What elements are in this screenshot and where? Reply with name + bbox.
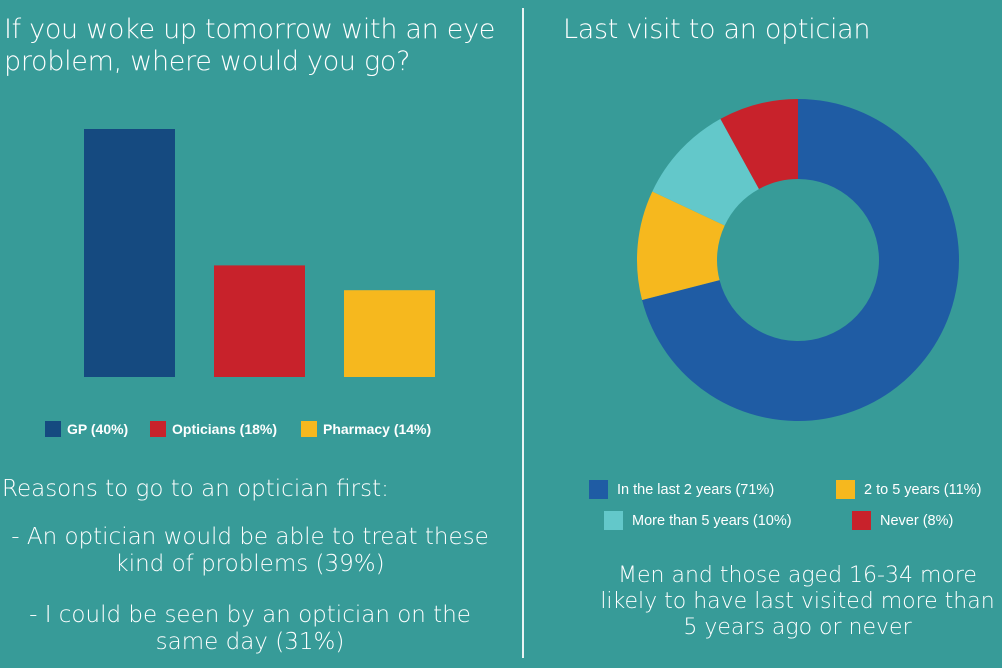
reason-item: - An optician would be able to treat the… <box>11 524 489 577</box>
legend-swatch-gp <box>45 421 61 437</box>
bar-gp <box>84 129 175 377</box>
legend-item-pharmacy: Pharmacy (14%) <box>301 421 431 437</box>
bar-pharmacy <box>344 290 435 377</box>
note-text: Men and those aged 16-34 more likely to … <box>600 563 995 640</box>
bar-chart <box>84 129 435 377</box>
legend-item-gp: GP (40%) <box>45 421 128 437</box>
legend-label-last-2-years: In the last 2 years (71%) <box>617 481 775 498</box>
legend-label-2-to-5-years: 2 to 5 years (11%) <box>864 481 982 498</box>
donut-slice-in-the-last-2-years <box>642 99 959 421</box>
donut-slice-2-to-5-years <box>637 191 725 301</box>
reason-item: - I could be seen by an optician on the … <box>29 602 471 655</box>
legend-swatch-more-than-5-years <box>604 511 623 530</box>
legend-item-more-than-5-years: More than 5 years (10%) <box>604 511 792 530</box>
legend-label-more-than-5-years: More than 5 years (10%) <box>632 512 792 529</box>
legend-label-opticians: Opticians (18%) <box>172 421 278 437</box>
legend-swatch-2-to-5-years <box>836 480 855 499</box>
legend-item-last-2-years: In the last 2 years (71%) <box>589 480 774 499</box>
bar-chart-title: If you woke up tomorrow with an eye prob… <box>4 14 496 77</box>
bar-opticians <box>214 265 305 377</box>
legend-label-pharmacy: Pharmacy (14%) <box>323 421 432 437</box>
legend-swatch-pharmacy <box>301 421 317 437</box>
donut-slice-more-than-5-years <box>652 118 759 226</box>
legend-item-opticians: Opticians (18%) <box>150 421 277 437</box>
donut-slice-never <box>720 99 798 190</box>
legend-label-gp: GP (40%) <box>67 421 129 437</box>
donut-chart-title: Last visit to an optician <box>563 14 871 45</box>
panel-divider <box>522 8 524 658</box>
legend-swatch-last-2-years <box>589 480 608 499</box>
donut-chart <box>637 99 959 421</box>
legend-swatch-never <box>852 511 871 530</box>
legend-item-2-to-5-years: 2 to 5 years (11%) <box>836 480 981 499</box>
legend-swatch-opticians <box>150 421 166 437</box>
legend-item-never: Never (8%) <box>852 511 953 530</box>
legend-label-never: Never (8%) <box>880 512 954 529</box>
reasons-heading: Reasons to go to an optician first: <box>2 476 389 502</box>
